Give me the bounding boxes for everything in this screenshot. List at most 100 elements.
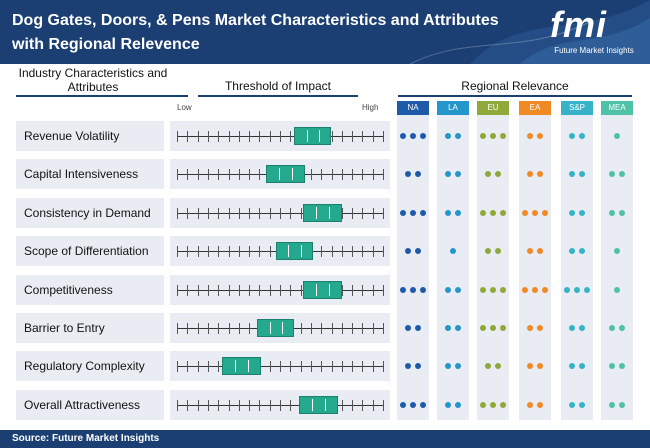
- impact-marker: [294, 127, 332, 145]
- relevance-dot-mea: [609, 401, 615, 408]
- relevance-dot-ea: [527, 133, 533, 139]
- relevance-dot-s-p: [569, 209, 575, 216]
- threshold-tick: [290, 131, 292, 142]
- threshold-tick: [197, 207, 199, 219]
- relevance-dot-na: [410, 133, 416, 139]
- relevance-dot-la: [445, 209, 451, 216]
- relevance-dot-la: [445, 133, 451, 139]
- marker-divider: [248, 360, 250, 373]
- threshold-tick: [352, 361, 354, 373]
- relevance-dot-na: [405, 171, 411, 178]
- relevance-dot-eu: [500, 209, 506, 216]
- relevance-dot-eu: [480, 209, 486, 216]
- threshold-tick: [300, 284, 302, 296]
- relevance-dot-s-p: [579, 171, 585, 178]
- relevance-dot-s-p: [579, 325, 585, 331]
- threshold-tick: [290, 207, 292, 219]
- threshold-tick: [331, 323, 333, 334]
- relevance-dot-s-p: [569, 401, 575, 408]
- relevance-dot-eu: [485, 248, 491, 255]
- scale-low-label: Low: [177, 103, 192, 112]
- impact-marker: [265, 165, 305, 184]
- threshold-tick: [249, 169, 251, 181]
- relevance-dot-eu: [485, 171, 491, 178]
- region-column-eu: EU: [477, 101, 509, 420]
- relevance-dot-ea: [527, 401, 533, 408]
- threshold-tick: [207, 361, 209, 373]
- marker-divider: [288, 245, 290, 258]
- decorative-wave: [409, 0, 650, 64]
- threshold-tick: [383, 323, 384, 334]
- relevance-dot-na: [400, 401, 406, 408]
- relevance-dot-eu: [490, 133, 496, 139]
- header-banner: Dog Gates, Doors, & Pens Market Characte…: [0, 0, 650, 64]
- relevance-dot-ea: [522, 209, 528, 216]
- threshold-tick: [362, 284, 364, 296]
- threshold-tick: [362, 169, 364, 181]
- threshold-tick: [310, 323, 312, 334]
- threshold-tick: [259, 246, 261, 258]
- threshold-tick: [249, 246, 251, 258]
- marker-divider: [300, 245, 302, 258]
- marker-divider: [328, 283, 330, 296]
- threshold-tick: [383, 169, 384, 181]
- relevance-dot-eu: [495, 363, 501, 370]
- threshold-tick: [177, 323, 178, 334]
- threshold-tick: [187, 284, 189, 296]
- threshold-tick: [352, 399, 354, 411]
- threshold-tick: [238, 131, 240, 142]
- relevance-dot-ea: [527, 171, 533, 178]
- relevance-dot-na: [410, 209, 416, 216]
- threshold-tick: [372, 284, 374, 296]
- threshold-tick: [218, 361, 220, 373]
- marker-divider: [306, 130, 308, 142]
- threshold-tick: [177, 399, 178, 411]
- relevance-dot-mea: [619, 401, 625, 408]
- region-column-s-p: S&P: [561, 101, 593, 420]
- marker-divider: [278, 168, 280, 181]
- threshold-tick: [341, 323, 343, 334]
- relevance-dot-ea: [527, 248, 533, 255]
- relevance-dot-na: [420, 286, 426, 293]
- threshold-tick: [321, 323, 323, 334]
- relevance-dot-eu: [480, 401, 486, 408]
- marker-divider: [324, 398, 326, 411]
- relevance-dot-mea: [619, 325, 625, 331]
- threshold-tick: [177, 131, 178, 142]
- row-label: Regulatory Complexity: [16, 351, 164, 382]
- threshold-tick: [362, 131, 364, 142]
- industry-header-underline: [16, 95, 188, 97]
- relevance-dot-na: [405, 363, 411, 370]
- threshold-tick: [197, 246, 199, 258]
- relevance-dot-na: [420, 133, 426, 139]
- page-title: Dog Gates, Doors, & Pens Market Characte…: [12, 12, 499, 53]
- row-label: Competitiveness: [16, 274, 164, 305]
- threshold-tick: [207, 131, 209, 142]
- relevance-dot-s-p: [569, 171, 575, 178]
- relevance-dot-s-p: [569, 248, 575, 255]
- region-header-na: NA: [397, 101, 429, 115]
- threshold-tick: [238, 169, 240, 181]
- logo-mark: fmi: [550, 4, 607, 45]
- threshold-tick: [383, 131, 384, 142]
- threshold-tick: [197, 399, 199, 411]
- marker-divider: [328, 206, 330, 219]
- relevance-dot-la: [455, 209, 461, 216]
- marker-divider: [311, 398, 313, 411]
- relevance-dot-eu: [480, 325, 486, 331]
- scale-high-label: High: [362, 103, 379, 112]
- threshold-tick: [300, 323, 302, 334]
- relevance-dot-eu: [490, 286, 496, 293]
- threshold-tick: [238, 399, 240, 411]
- relevance-dot-la: [445, 363, 451, 370]
- threshold-tick: [218, 169, 220, 181]
- threshold-tick: [362, 399, 364, 411]
- threshold-tick: [362, 207, 364, 219]
- relevance-dot-mea: [609, 363, 615, 370]
- relevance-dot-ea: [537, 133, 543, 139]
- region-column-ea: EA: [519, 101, 551, 420]
- relevance-dot-na: [400, 133, 406, 139]
- threshold-tick: [218, 246, 220, 258]
- relevance-dot-eu: [480, 133, 486, 139]
- threshold-tick: [228, 246, 230, 258]
